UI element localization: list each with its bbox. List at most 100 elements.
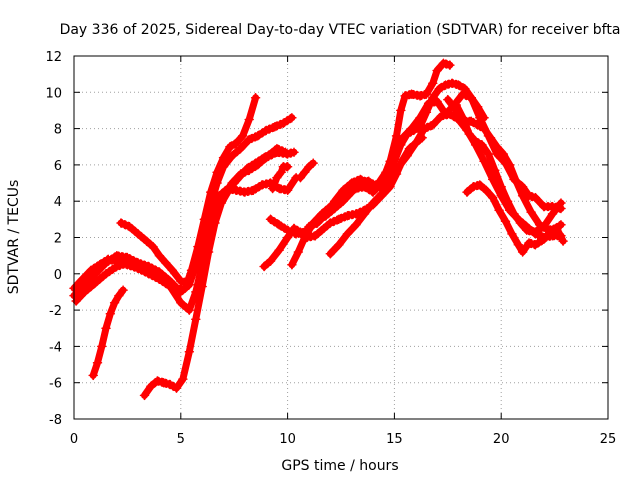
data-point-marker <box>231 138 242 148</box>
data-point-marker <box>472 120 483 130</box>
data-point-marker <box>184 347 195 357</box>
data-point-marker <box>479 156 489 167</box>
data-point-marker <box>438 58 449 69</box>
data-point-marker <box>406 123 417 134</box>
data-point-marker <box>338 185 348 196</box>
data-point-marker <box>237 131 248 141</box>
data-point-marker <box>182 278 192 288</box>
data-point-marker <box>144 269 154 279</box>
data-point-marker <box>101 269 111 279</box>
data-point-marker <box>334 240 344 250</box>
data-point-marker <box>376 189 387 199</box>
data-point-marker <box>530 192 541 203</box>
data-point-marker <box>167 265 178 275</box>
data-point-marker <box>464 129 474 139</box>
y-tick-label: -6 <box>49 377 62 392</box>
data-point-marker <box>304 161 314 172</box>
data-point-marker <box>556 220 566 230</box>
data-point-marker <box>139 390 150 401</box>
data-point-marker <box>432 65 442 76</box>
data-point-marker <box>534 220 545 230</box>
data-point-marker <box>154 274 165 284</box>
data-point-marker <box>218 161 229 172</box>
data-point-marker <box>235 143 246 154</box>
data-point-marker <box>526 207 536 217</box>
data-point-marker <box>116 218 126 228</box>
data-point-marker <box>509 209 519 219</box>
data-point-marker <box>225 142 235 152</box>
data-point-marker <box>351 209 361 219</box>
data-point-marker <box>229 178 239 188</box>
series-trace-edge <box>92 285 125 373</box>
data-point-marker <box>304 221 314 232</box>
data-point-marker <box>287 259 297 270</box>
chart-title: Day 336 of 2025, Sidereal Day-to-day VTE… <box>60 22 621 38</box>
data-point-marker <box>261 125 271 136</box>
data-point-marker <box>487 192 498 203</box>
data-point-marker <box>197 281 207 292</box>
data-point-marker <box>293 247 304 257</box>
data-point-marker <box>355 174 365 185</box>
series-trace-edge <box>263 140 424 271</box>
data-point-marker <box>71 296 81 306</box>
data-point-marker <box>92 357 103 368</box>
series-trace-edge <box>299 158 315 176</box>
data-point-marker <box>111 250 122 261</box>
data-point-marker <box>274 220 284 230</box>
data-point-marker <box>400 91 410 101</box>
y-tick-label: 6 <box>54 159 62 174</box>
data-point-marker <box>466 92 477 103</box>
data-point-marker <box>191 314 201 324</box>
data-point-marker <box>171 383 182 393</box>
data-point-marker <box>402 151 412 161</box>
series-trace-edge <box>143 151 287 400</box>
x-tick-label: 5 <box>177 432 185 447</box>
data-point-marker <box>398 132 408 143</box>
data-point-marker <box>248 185 259 196</box>
data-point-marker <box>259 261 269 272</box>
data-point-marker <box>539 234 549 245</box>
y-tick-label: 2 <box>54 232 62 247</box>
data-point-marker <box>492 142 502 152</box>
data-point-marker <box>250 158 261 168</box>
data-point-marker <box>114 290 124 301</box>
data-point-marker <box>148 241 158 252</box>
data-point-marker <box>299 232 310 243</box>
data-point-marker <box>494 205 504 216</box>
y-tick-label: -2 <box>49 304 62 319</box>
data-point-marker <box>242 163 252 174</box>
data-point-marker <box>530 227 541 237</box>
data-point-marker <box>500 216 511 226</box>
data-point-marker <box>188 263 199 274</box>
data-point-marker <box>481 185 491 196</box>
data-point-marker <box>415 91 425 101</box>
data-point-marker <box>276 167 286 177</box>
data-point-marker <box>517 191 528 201</box>
x-tick-label: 0 <box>70 432 78 447</box>
data-point-marker <box>216 198 227 208</box>
data-point-marker <box>299 167 310 177</box>
data-point-marker <box>158 377 169 388</box>
data-point-marker <box>517 247 528 257</box>
data-point-marker <box>496 181 506 192</box>
data-point-marker <box>556 198 566 208</box>
data-point-marker <box>453 80 464 90</box>
x-axis-label: GPS time / hours <box>281 458 398 474</box>
data-point-marker <box>176 287 186 297</box>
data-point-marker <box>423 98 434 108</box>
data-point-marker <box>310 230 321 241</box>
data-point-marker <box>109 298 120 308</box>
data-point-marker <box>428 120 438 130</box>
series-trace-edge <box>120 173 298 281</box>
data-point-marker <box>396 105 406 116</box>
data-point-marker <box>161 258 171 268</box>
series-trace-edge <box>271 169 289 193</box>
series-trace-edge <box>120 180 298 288</box>
data-point-marker <box>351 220 361 230</box>
data-point-marker <box>522 225 532 235</box>
data-point-marker <box>440 80 451 90</box>
x-tick-label: 20 <box>493 432 510 447</box>
data-point-marker <box>334 214 344 225</box>
